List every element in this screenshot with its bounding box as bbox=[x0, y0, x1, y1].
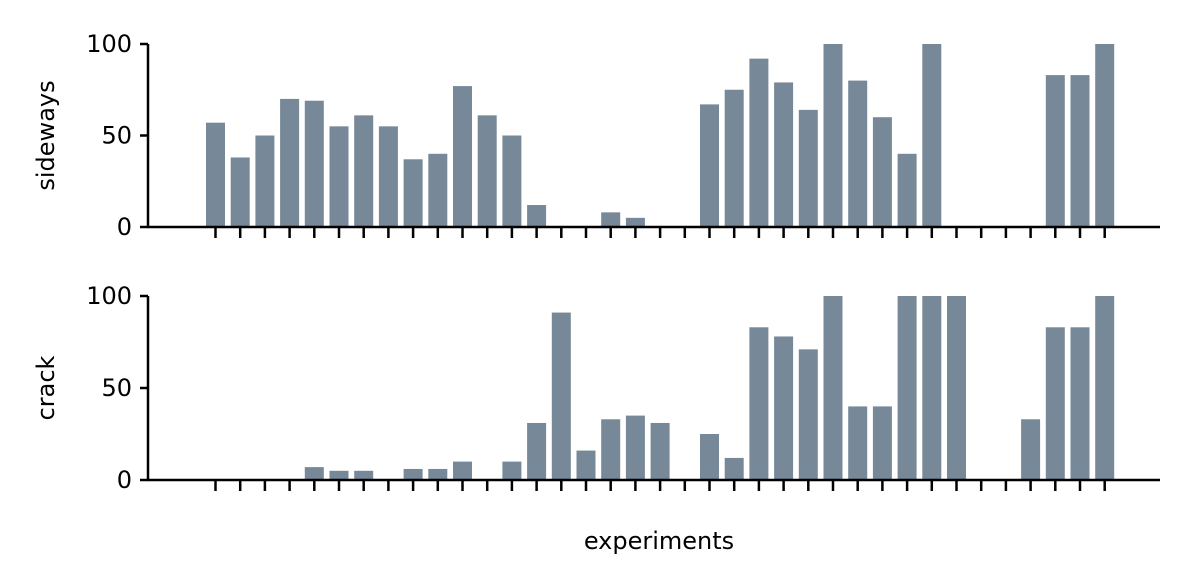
bar bbox=[576, 450, 596, 480]
bar bbox=[798, 109, 818, 227]
bar bbox=[601, 212, 621, 227]
bar bbox=[1070, 327, 1090, 480]
bar bbox=[1070, 75, 1090, 227]
y-tick-label: 0 bbox=[117, 213, 132, 241]
bar bbox=[872, 117, 892, 227]
bar bbox=[1021, 419, 1041, 480]
y-axis-label: sideways bbox=[32, 80, 60, 190]
bar bbox=[502, 461, 522, 480]
bar bbox=[897, 296, 917, 480]
bar bbox=[872, 406, 892, 480]
y-tick-label: 100 bbox=[86, 282, 132, 310]
bar bbox=[403, 159, 423, 227]
bar bbox=[1095, 296, 1115, 480]
bar bbox=[601, 419, 621, 480]
bar bbox=[823, 296, 843, 480]
bar bbox=[700, 434, 719, 480]
bar bbox=[329, 126, 349, 227]
bar bbox=[551, 312, 571, 480]
bar bbox=[625, 217, 645, 227]
bar bbox=[724, 89, 744, 227]
bar bbox=[798, 349, 818, 480]
bar bbox=[206, 122, 225, 227]
bar bbox=[774, 336, 794, 480]
bar bbox=[354, 470, 374, 480]
bar bbox=[403, 468, 423, 480]
bar bbox=[749, 327, 769, 480]
bar bbox=[1095, 44, 1115, 227]
bar bbox=[453, 86, 472, 227]
panels: 0 50 100 sideways 0 50 100 crack bbox=[32, 30, 1160, 494]
bar bbox=[700, 104, 719, 227]
bar bbox=[823, 44, 843, 227]
bar bbox=[897, 153, 917, 227]
bar bbox=[428, 468, 448, 480]
bar bbox=[922, 44, 942, 227]
x-axis-label: experiments bbox=[584, 527, 734, 555]
y-tick-label: 50 bbox=[101, 122, 132, 150]
bar bbox=[724, 457, 744, 480]
panel-sideways: 0 50 100 sideways bbox=[32, 30, 1160, 241]
bar bbox=[527, 205, 547, 227]
bar bbox=[774, 82, 794, 228]
panel-crack: 0 50 100 crack bbox=[32, 282, 1160, 494]
bar bbox=[502, 135, 522, 227]
bar bbox=[428, 153, 448, 227]
y-axis-label: crack bbox=[32, 355, 60, 420]
y-tick-label: 0 bbox=[117, 466, 132, 494]
y-tick-label: 50 bbox=[101, 374, 132, 402]
bar bbox=[749, 58, 769, 227]
bar bbox=[1045, 327, 1065, 480]
bar bbox=[354, 115, 374, 227]
bar bbox=[625, 415, 645, 480]
bar bbox=[527, 422, 547, 480]
bar bbox=[304, 467, 324, 480]
bar bbox=[947, 296, 966, 480]
bar bbox=[922, 296, 942, 480]
bar bbox=[304, 100, 324, 227]
bar bbox=[848, 406, 868, 480]
y-tick-label: 100 bbox=[86, 30, 132, 58]
bar bbox=[1045, 75, 1065, 227]
bar bbox=[255, 135, 275, 227]
bar bbox=[477, 115, 497, 227]
bar bbox=[650, 422, 670, 480]
bar bbox=[453, 461, 472, 480]
bar bbox=[329, 470, 349, 480]
bar bbox=[280, 98, 300, 228]
bar bbox=[848, 80, 868, 227]
bar bbox=[378, 126, 398, 227]
bar bbox=[230, 157, 250, 227]
